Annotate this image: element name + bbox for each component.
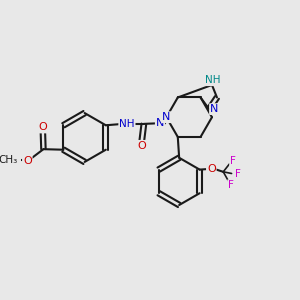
Text: NH: NH (119, 119, 135, 129)
Text: O: O (23, 156, 32, 166)
Text: N: N (210, 104, 218, 114)
Text: F: F (230, 156, 236, 166)
Text: F: F (235, 169, 241, 179)
Text: O: O (207, 164, 216, 174)
Text: F: F (228, 180, 234, 190)
Text: O: O (137, 141, 146, 151)
Text: N: N (156, 118, 164, 128)
Text: CH₃: CH₃ (0, 155, 18, 165)
Text: N: N (162, 112, 171, 122)
Text: NH: NH (205, 75, 220, 85)
Text: O: O (38, 122, 47, 133)
